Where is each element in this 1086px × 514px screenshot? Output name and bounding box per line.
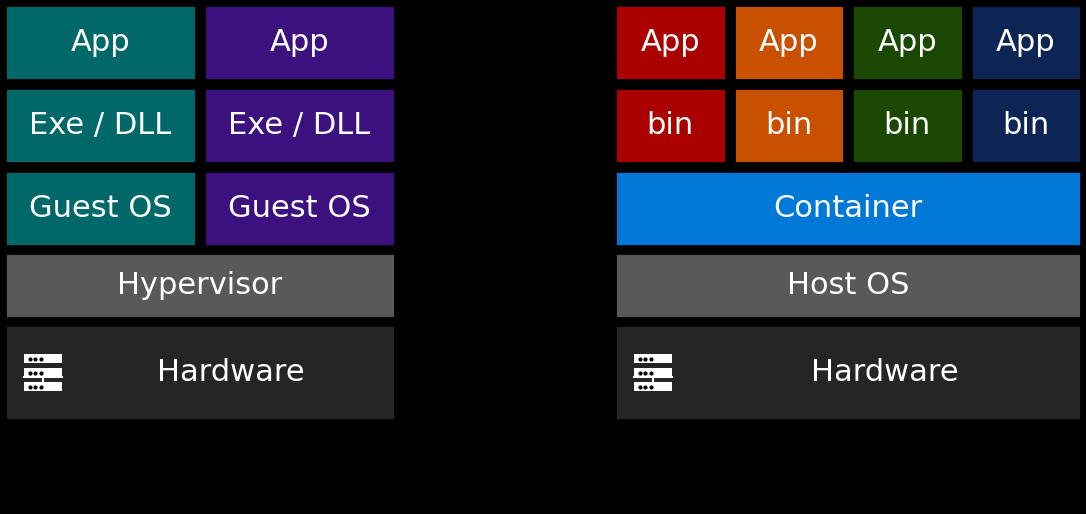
Text: Hypervisor: Hypervisor [117,271,282,300]
FancyBboxPatch shape [615,325,1081,420]
FancyBboxPatch shape [634,382,672,391]
FancyBboxPatch shape [24,382,62,391]
FancyBboxPatch shape [204,5,395,80]
Text: Hardware: Hardware [811,358,959,387]
FancyBboxPatch shape [5,325,395,420]
Text: Guest OS: Guest OS [228,194,371,223]
FancyBboxPatch shape [204,88,395,163]
Text: Exe / DLL: Exe / DLL [29,111,172,140]
Text: bin: bin [766,111,812,140]
Text: Hardware: Hardware [157,358,305,387]
Text: App: App [71,28,130,57]
Text: Host OS: Host OS [786,271,909,300]
FancyBboxPatch shape [615,253,1081,318]
FancyBboxPatch shape [971,88,1081,163]
Text: bin: bin [646,111,694,140]
FancyBboxPatch shape [5,171,195,246]
FancyBboxPatch shape [733,5,844,80]
FancyBboxPatch shape [5,253,395,318]
FancyBboxPatch shape [24,368,62,377]
Text: Container: Container [773,194,923,223]
FancyBboxPatch shape [853,88,962,163]
Text: App: App [996,28,1056,57]
Text: Guest OS: Guest OS [29,194,172,223]
Text: App: App [641,28,700,57]
Text: App: App [759,28,819,57]
FancyBboxPatch shape [615,5,725,80]
Text: App: App [877,28,937,57]
FancyBboxPatch shape [634,354,672,363]
FancyBboxPatch shape [5,88,195,163]
FancyBboxPatch shape [204,171,395,246]
FancyBboxPatch shape [5,5,195,80]
FancyBboxPatch shape [971,5,1081,80]
FancyBboxPatch shape [24,354,62,363]
Text: bin: bin [884,111,931,140]
FancyBboxPatch shape [634,368,672,377]
Text: Exe / DLL: Exe / DLL [228,111,370,140]
FancyBboxPatch shape [733,88,844,163]
FancyBboxPatch shape [615,88,725,163]
Text: bin: bin [1002,111,1049,140]
Text: App: App [269,28,329,57]
FancyBboxPatch shape [615,171,1081,246]
FancyBboxPatch shape [853,5,962,80]
